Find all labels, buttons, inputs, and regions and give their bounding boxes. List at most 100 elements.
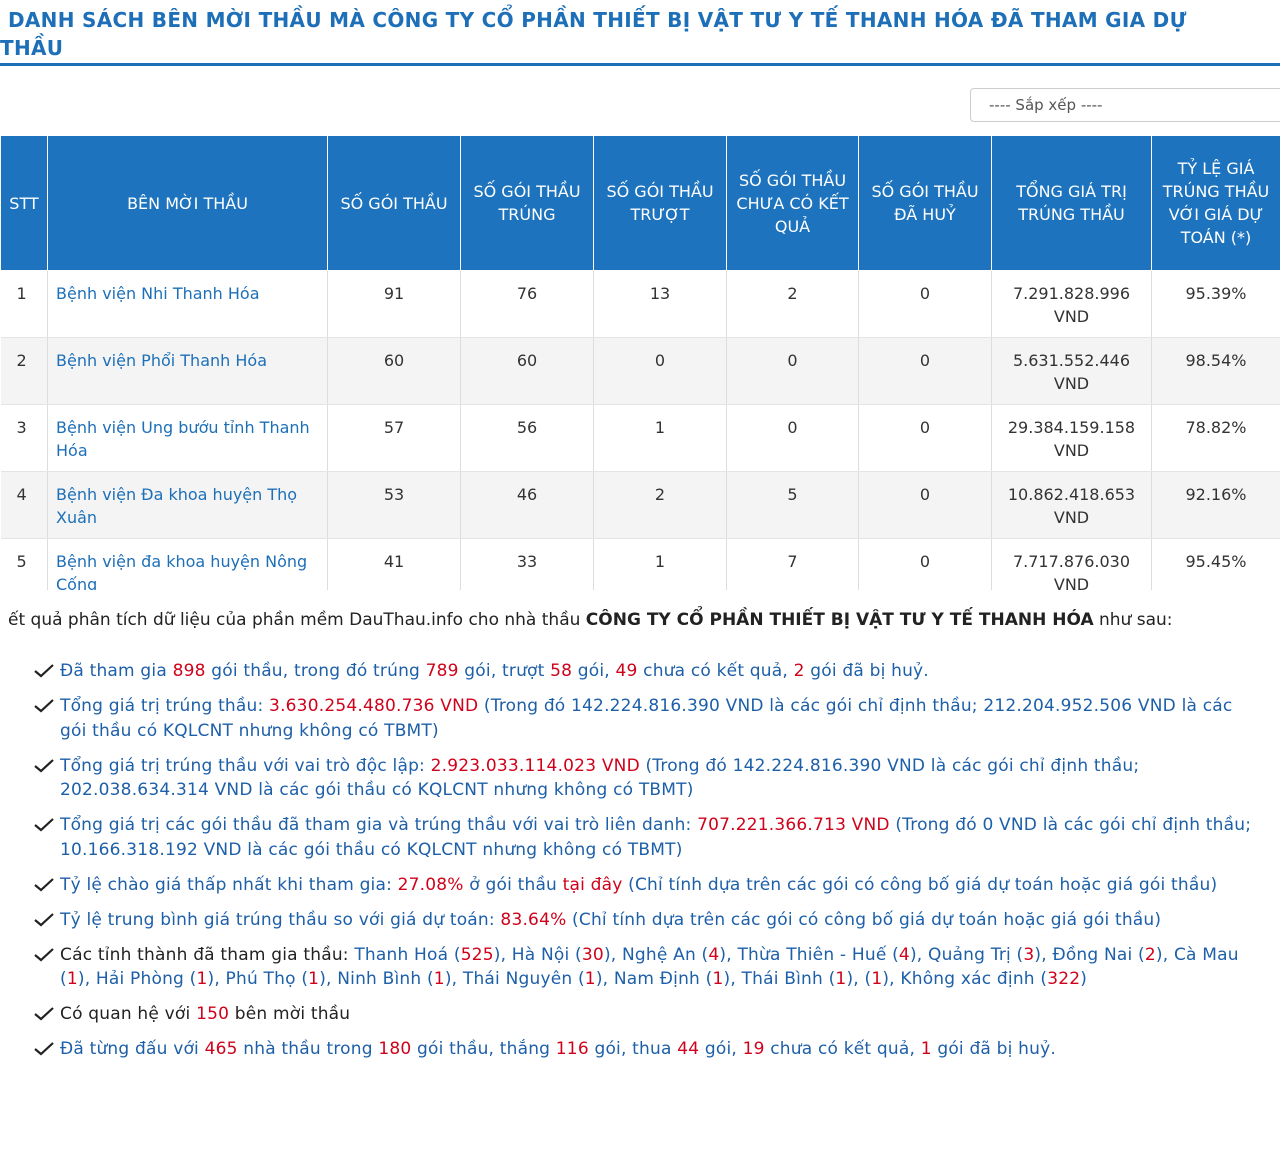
text-segment: gói, thua [588,1039,678,1059]
table-row: 5 Bệnh viện đa khoa huyện Nông Cống 41 33 1 7… [0,538,1280,590]
text-segment: gói đã bị huỷ. [804,661,929,681]
table-cell: 46 [460,471,594,539]
text-segment: Đã từng đấu với [60,1039,205,1059]
text-segment: ), Thái Bình ( [723,969,836,989]
text-segment: Tỷ lệ trung bình giá trúng thầu so với g… [60,909,501,930]
text-segment: ), Ninh Bình ( [319,969,434,989]
link[interactable]: tại đây [562,874,623,895]
highlight-value: 4 [898,944,910,965]
table-cell: 3 [0,404,48,472]
highlight-value: 27.08% [397,874,464,895]
table-cell: 2 [593,471,727,539]
highlight-value: 150 [196,1004,230,1024]
check-icon [34,1007,54,1021]
text-segment: ), ( [846,969,872,989]
highlight-value: 1 [871,969,883,989]
table-cell: 60 [460,337,594,405]
summary-item: Đã tham gia 898 gói thầu, trong đó trúng… [0,659,1260,684]
sort-select[interactable]: ---- Sắp xếp ---- [970,88,1280,122]
text-segment: (Chỉ tính dựa trên các gói có công bố gi… [622,874,1218,895]
summary-item: Các tỉnh thành đã tham gia thầu: Thanh H… [0,943,1260,992]
table-cell: 29.384.159.158 VND [991,404,1152,472]
table-cell: 0 [858,538,992,590]
table-cell: 98.54% [1151,337,1280,405]
highlight-value: 83.64% [500,909,567,930]
highlight-value: 2 [1144,944,1156,965]
text-segment: (Trong đó 142.224.816.390 VND là các gói… [60,696,1233,741]
highlight-value: 3 [1023,944,1035,965]
text-segment: ), Phú Thọ ( [207,969,309,989]
summary-item: Tổng giá trị trúng thầu với vai trò độc … [0,754,1260,803]
highlight-value: 1 [584,969,596,989]
highlight-value: 465 [204,1039,238,1059]
text-segment: bên mời thầu [229,1004,351,1024]
bidder-link[interactable]: Bệnh viện Phổi Thanh Hóa [47,337,328,405]
table-cell: 0 [593,337,727,405]
text-segment: Thanh Hoá ( [354,944,461,965]
table-cell: 78.82% [1151,404,1280,472]
highlight-value: 49 [615,661,638,681]
bidder-table: STT BÊN MỜI THẦU SỐ GÓI THẦU SỐ GÓI THẦU TR… [0,135,1280,590]
highlight-value: 707.221.366.713 VND [697,815,890,835]
summary-list: Đã tham gia 898 gói thầu, trong đó trúng… [0,659,1260,1072]
highlight-value: 30 [581,944,604,965]
text-segment: Tổng giá trị trúng thầu với vai trò độc … [60,755,431,776]
text-segment: chưa có kết quả, [764,1039,921,1059]
table-cell: 0 [726,404,859,472]
highlight-value: 525 [460,944,494,965]
text-segment: gói, [699,1039,743,1059]
table-container: STT BÊN MỜI THẦU SỐ GÓI THẦU SỐ GÓI THẦU TR… [0,135,1280,590]
text-segment: Đã tham gia [60,661,173,681]
text-segment: Các tỉnh thành đã tham gia thầu: [60,944,355,965]
table-cell: 57 [327,404,461,472]
check-icon [34,758,54,772]
text-segment: ), Hải Phòng ( [77,969,197,989]
summary-item: Có quan hệ với 150 bên mời thầu [0,1002,1260,1027]
highlight-value: 1 [920,1039,932,1059]
highlight-value: 1 [433,969,445,989]
summary-item: Tổng giá trị các gói thầu đã tham gia và… [0,813,1260,862]
highlight-value: 19 [742,1039,765,1059]
text-segment: Tổng giá trị trúng thầu: [60,696,270,716]
column-header: STT [0,135,48,271]
summary-intro: ết quả phân tích dữ liệu của phần mềm Da… [8,610,1173,630]
text-segment: Có quan hệ với [60,1004,197,1024]
check-icon [34,818,54,832]
table-cell: 0 [858,270,992,338]
summary-item: Tỷ lệ chào giá thấp nhất khi tham gia: 2… [0,873,1260,898]
table-cell: 5 [0,538,48,590]
highlight-value: 1 [308,969,320,989]
text-segment: gói thầu, thắng [411,1039,556,1059]
table-cell: 7.291.828.996 VND [991,270,1152,338]
summary-item: Đã từng đấu với 465 nhà thầu trong 180 g… [0,1037,1260,1062]
table-row: 1 Bệnh viện Nhi Thanh Hóa 91 76 13 2 0 7.291.82… [0,270,1280,338]
table-cell: 0 [858,337,992,405]
text-segment: ) [1080,969,1088,989]
column-header: TỶ LỆ GIÁ TRÚNG THẦU VỚI GIÁ DỰ TOÁN (*) [1151,135,1280,271]
column-header: SỐ GÓI THẦU CHƯA CÓ KẾT QUẢ [726,135,859,271]
check-icon [34,912,54,926]
check-icon [34,877,54,891]
check-icon [34,699,54,713]
highlight-value: 180 [378,1039,412,1059]
text-segment: ), Hà Nội ( [493,944,582,965]
table-cell: 95.39% [1151,270,1280,338]
table-cell: 1 [593,404,727,472]
header-row: STT BÊN MỜI THẦU SỐ GÓI THẦU SỐ GÓI THẦU TR… [0,135,1280,271]
bidder-link[interactable]: Bệnh viện Nhi Thanh Hóa [47,270,328,338]
text-segment: gói, trượt [458,661,551,681]
bidder-link[interactable]: Bệnh viện Ung bướu tỉnh Thanh Hóa [47,404,328,472]
column-header: SỐ GÓI THẦU TRƯỢT [593,135,727,271]
table-cell: 53 [327,471,461,539]
highlight-value: 58 [550,661,573,681]
text-segment: gói thầu, trong đó trúng [205,661,426,681]
text-segment: CÔNG TY CỔ PHẦN THIẾT BỊ VẬT TƯ Y TẾ THA… [585,610,1094,630]
summary-item: Tỷ lệ trung bình giá trúng thầu so với g… [0,908,1260,933]
summary-item: Tổng giá trị trúng thầu: 3.630.254.480.7… [0,694,1260,743]
text-segment: Tỷ lệ chào giá thấp nhất khi tham gia: [60,874,398,895]
highlight-value: 2.923.033.114.023 VND [430,755,640,776]
text-segment: (Trong đó 0 VND là các gói chỉ định thầu… [60,815,1252,860]
bidder-link[interactable]: Bệnh viện Đa khoa huyện Thọ Xuân [47,471,328,539]
check-icon [34,664,54,678]
bidder-link[interactable]: Bệnh viện đa khoa huyện Nông Cống [47,538,328,590]
